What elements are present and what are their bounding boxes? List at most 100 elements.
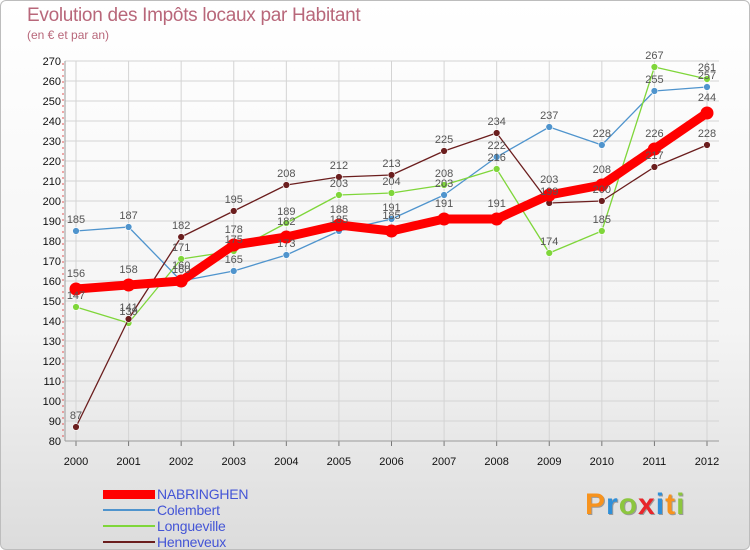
y-tick-label: 120 [43,356,61,368]
legend-label-nabringhen: NABRINGHEN [157,486,249,502]
point-colembert [124,223,133,231]
point-henneveux [387,171,396,179]
point-longueville [492,165,501,173]
legend-item-colembert: Colembert [103,502,248,518]
x-tick-label: 2002 [169,456,193,468]
data-label-longueville: 203 [330,178,348,190]
data-label-colembert: 191 [382,202,400,214]
y-tick-label: 190 [43,216,61,228]
data-label-nabringhen: 156 [67,268,85,280]
point-henneveux [282,181,291,189]
x-tick-label: 2009 [537,456,561,468]
legend-label-longueville: Longueville [157,518,226,534]
point-longueville [545,249,553,257]
point-colembert [72,227,80,235]
y-tick-label: 220 [43,156,61,168]
data-label-longueville: 175 [225,234,243,246]
legend-swatch-colembert [103,509,155,511]
logo-letter: P [585,488,607,521]
legend-swatch-henneveux [103,541,155,543]
data-label-longueville: 261 [698,62,716,74]
point-nabringhen [437,212,451,226]
data-label-colembert: 165 [225,254,243,266]
x-tick-label: 2012 [695,456,719,468]
point-colembert [598,141,606,149]
point-henneveux [177,233,185,241]
point-henneveux [440,147,448,155]
y-tick-label: 260 [43,76,61,88]
data-label-colembert: 185 [330,214,348,226]
x-tick-label: 2000 [64,456,88,468]
point-henneveux [598,197,606,205]
data-label-longueville: 204 [382,176,400,188]
point-henneveux [72,423,80,431]
y-tick-label: 240 [43,116,61,128]
data-label-nabringhen: 178 [225,224,243,236]
point-colembert [545,123,553,131]
data-label-longueville: 171 [172,242,190,254]
point-henneveux [230,207,238,215]
point-henneveux [335,173,343,181]
point-colembert [230,267,238,275]
point-longueville [72,303,80,311]
data-label-henneveux: 212 [330,160,348,172]
point-colembert [703,83,711,91]
y-tick-label: 90 [49,416,61,428]
data-label-colembert: 237 [540,110,558,122]
point-nabringhen [385,224,398,238]
x-tick-label: 2004 [274,456,298,468]
data-label-henneveux: 228 [698,128,716,140]
point-nabringhen [595,178,609,192]
x-tick-label: 2001 [116,456,140,468]
point-longueville [703,75,711,83]
y-tick-label: 80 [49,436,61,448]
data-label-longueville: 267 [645,50,663,62]
y-tick-label: 100 [43,396,61,408]
legend-label-henneveux: Henneveux [157,534,227,550]
data-label-longueville: 189 [277,206,295,218]
data-label-henneveux: 199 [540,186,558,198]
x-tick-label: 2008 [484,456,508,468]
chart-subtitle: (en € et par an) [27,28,110,42]
point-longueville [282,219,291,227]
point-longueville [177,255,185,263]
y-tick-label: 130 [43,336,61,348]
x-tick-label: 2011 [643,456,667,468]
data-label-nabringhen: 208 [593,164,611,176]
data-label-nabringhen: 182 [277,216,295,228]
point-nabringhen [69,282,83,296]
logo-letter: o [618,488,639,521]
point-longueville [387,189,396,197]
y-tick-label: 210 [43,176,61,188]
data-label-colembert: 257 [698,70,716,82]
data-label-longueville: 208 [435,168,453,180]
y-tick-label: 160 [43,276,61,288]
y-tick-label: 250 [43,96,61,108]
point-longueville [440,181,448,189]
y-tick-label: 110 [43,376,61,388]
point-colembert [387,215,396,223]
legend-label-colembert: Colembert [157,502,220,518]
data-label-henneveux: 225 [435,134,453,146]
point-longueville [650,63,659,71]
data-label-henneveux: 182 [172,220,190,232]
axes: 80 90 100 110 120 130 140 150 160 170 180 190 200 210… [43,56,720,468]
data-label-nabringhen: 191 [487,198,505,210]
point-longueville [598,227,606,235]
legend: NABRINGHEN Colembert Longueville Henneve… [103,486,249,550]
data-label-colembert: 185 [67,214,85,226]
legend-swatch-nabringhen [103,489,155,499]
data-label-nabringhen: 191 [435,198,453,210]
data-label-nabringhen: 158 [119,264,137,276]
x-tick-label: 2007 [432,456,456,468]
logo-letter: t [665,488,677,521]
logo-letter: i [676,488,686,521]
y-tick-label: 150 [43,296,61,308]
point-nabringhen [174,274,188,288]
logo-letter: r [606,488,619,521]
data-label-henneveux: 234 [487,116,505,128]
point-henneveux [492,129,501,137]
data-label-longueville: 147 [67,290,85,302]
